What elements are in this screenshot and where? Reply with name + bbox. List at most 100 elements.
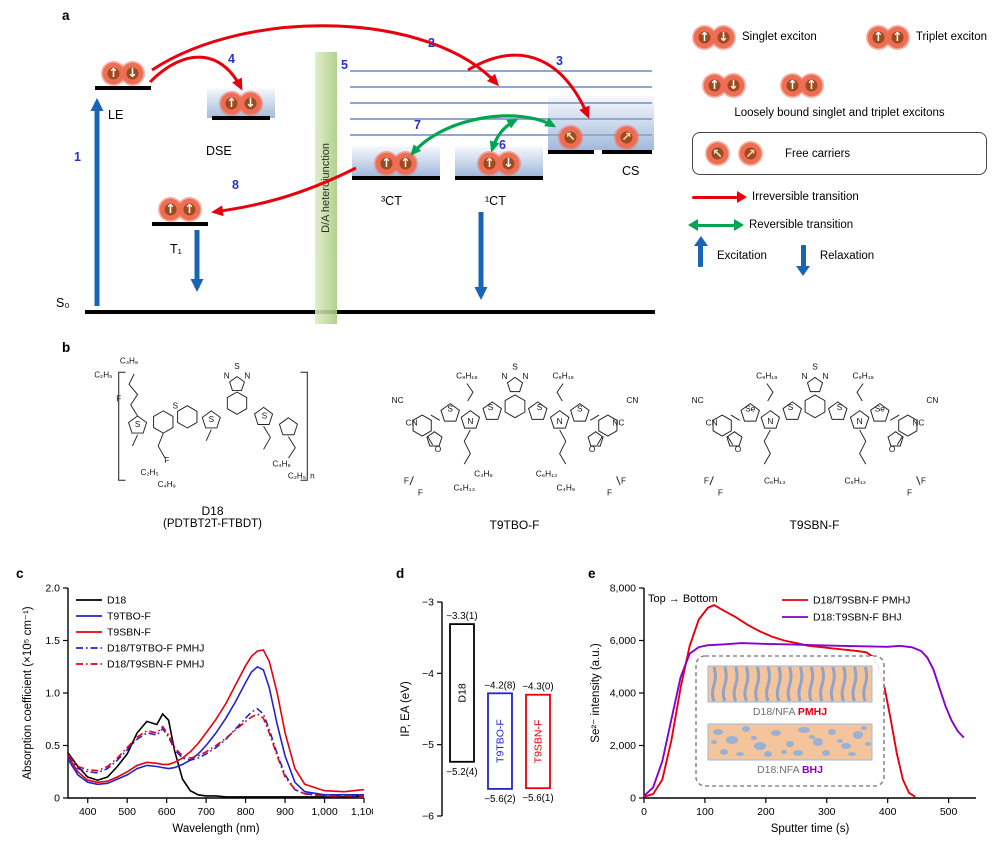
relaxation-label: Relaxation xyxy=(819,250,875,263)
side-chain xyxy=(408,476,414,486)
atom-label: C₉H₁₉ xyxy=(852,370,873,380)
atom-label: N xyxy=(822,371,828,381)
atom-label: S xyxy=(787,402,793,412)
ring xyxy=(869,403,890,422)
loosely-bound-label: Loosely bound singlet and triplet excito… xyxy=(734,107,945,119)
transition-3-number: 3 xyxy=(556,54,563,68)
atom-label: C₂H₅ xyxy=(140,468,158,477)
atom-label: C₉H₁₉ xyxy=(756,370,777,380)
side-chain xyxy=(262,426,271,450)
y-tick-label: −6 xyxy=(422,811,434,823)
energy-levels-chart: −6 −5 −4 −3 IP, EA (eV) −3.3(1) −5.2(4) D18 −4.2… xyxy=(400,597,554,823)
excitation-label: Excitation xyxy=(717,250,767,263)
blend-domain xyxy=(786,741,794,747)
side-chain xyxy=(430,414,440,421)
dse-label: DSE xyxy=(206,144,232,158)
atom-label: N xyxy=(856,416,862,426)
series-line xyxy=(67,712,365,798)
atom-label: S xyxy=(261,412,267,421)
x-tick-label: 0 xyxy=(641,806,647,818)
le-exciton: ↑ ↓ xyxy=(101,61,145,86)
transition-1-number: 1 xyxy=(74,150,81,164)
ring xyxy=(781,401,802,420)
singlet-exciton-label: Singlet exciton xyxy=(742,31,817,43)
ring xyxy=(806,376,823,393)
ring xyxy=(504,394,525,419)
blend-domain xyxy=(813,738,823,746)
blend-domain xyxy=(853,731,863,739)
atom-label: F xyxy=(403,475,408,485)
side-chain xyxy=(708,476,714,486)
ring xyxy=(127,415,147,434)
x-tick-label: 800 xyxy=(237,806,255,818)
atom-label: N xyxy=(767,416,773,426)
side-chain xyxy=(858,429,866,465)
molecule-d18: C₄H₉ C₂H₅ F S S N S N S S F C₂H₅ C₄H₉ C₄H₉ C₂H₅ n D18 (… xyxy=(60,350,365,530)
blend-domain xyxy=(751,736,757,740)
blend-domain xyxy=(742,726,750,732)
reversible-arrow-icon xyxy=(688,219,744,230)
ring xyxy=(897,414,917,437)
ring xyxy=(506,376,523,393)
x-tick-label: 300 xyxy=(818,806,836,818)
bracket xyxy=(299,371,308,481)
manifold-line xyxy=(350,118,652,120)
ring xyxy=(253,406,273,425)
side-chain xyxy=(763,429,771,465)
x-tick-label: 100 xyxy=(696,806,714,818)
x-tick-label: 1,100 xyxy=(351,806,373,818)
ring xyxy=(152,410,173,434)
depth-profile-chart: 0 2,000 4,000 6,000 8,000 0 100 200 300 400 500 Spu… xyxy=(590,583,976,835)
carrier-up-left-icon: ↖ xyxy=(712,145,723,161)
side-chain xyxy=(555,383,564,402)
atom-label: C₄H₉ xyxy=(157,480,175,489)
atom-label: C₂H₅ xyxy=(287,472,305,481)
blend-domain xyxy=(771,730,781,736)
ring xyxy=(278,417,298,436)
column-domain xyxy=(851,666,858,702)
side-chain xyxy=(205,429,212,442)
cs-label: CS xyxy=(622,164,640,178)
ring xyxy=(804,394,825,419)
molecule-name: D18 xyxy=(201,504,224,518)
s0-level xyxy=(85,310,655,314)
blend-domain xyxy=(865,742,871,746)
column-domain xyxy=(786,666,793,702)
y-tick-label: 4,000 xyxy=(610,688,636,700)
legend-label: D18/T9TBO-F PMHJ xyxy=(107,643,204,655)
le-label: LE xyxy=(108,108,124,122)
atom-label: N xyxy=(501,371,507,381)
ip-value-label: −5.2(4) xyxy=(446,767,477,778)
ring xyxy=(849,410,869,429)
atom-label: N xyxy=(556,416,562,426)
carrier-up-left-icon: ↖ xyxy=(565,129,576,145)
loose-triplet-icon: ↑ ↑ xyxy=(780,72,824,98)
molecule-name: T9TBO-F xyxy=(489,518,540,532)
panel-a-label: a xyxy=(62,8,70,23)
spin-down-icon: ↓ xyxy=(245,95,256,111)
blend-domain xyxy=(828,729,836,735)
legend-label: D18:T9SBN-F BHJ xyxy=(813,612,902,624)
atom-label: C₉H₁₉ xyxy=(456,370,477,380)
atom-label: C₉H₁₉ xyxy=(552,370,573,380)
y-tick-label: 8,000 xyxy=(610,583,636,595)
relaxation-arrow-icon xyxy=(796,245,811,277)
absorption-chart: 0 0.5 1.0 1.5 2.0 400 500 600 700 800 900 1,000 1,10… xyxy=(22,583,373,836)
energy-bar xyxy=(525,693,551,790)
singlet-exciton-icon: ↑ ↓ xyxy=(692,24,736,50)
blend-domain xyxy=(798,727,810,733)
series-line xyxy=(643,642,965,797)
ct1-exciton: ↑ ↓ xyxy=(477,151,521,176)
atom-label: F xyxy=(717,488,722,498)
dse-level xyxy=(212,116,270,120)
irreversible-label: Irreversible transition xyxy=(752,191,859,204)
da-heterojunction-bar: D/A heterojunction xyxy=(315,52,337,324)
bar-material-label: T9SBN-F xyxy=(533,720,545,764)
molecule-t9sbn-f: C₉H₁₉ C₉H₁₉ N S N S S N N Se Se NC CN O F F C₆H₁₃ C₆H₁₃ O C… xyxy=(662,352,967,532)
blend-domain xyxy=(764,751,772,757)
x-tick-label: 200 xyxy=(757,806,775,818)
atom-label: S xyxy=(512,362,518,372)
ct1-label: ¹CT xyxy=(485,194,506,208)
spin-up-icon: ↑ xyxy=(892,28,903,44)
